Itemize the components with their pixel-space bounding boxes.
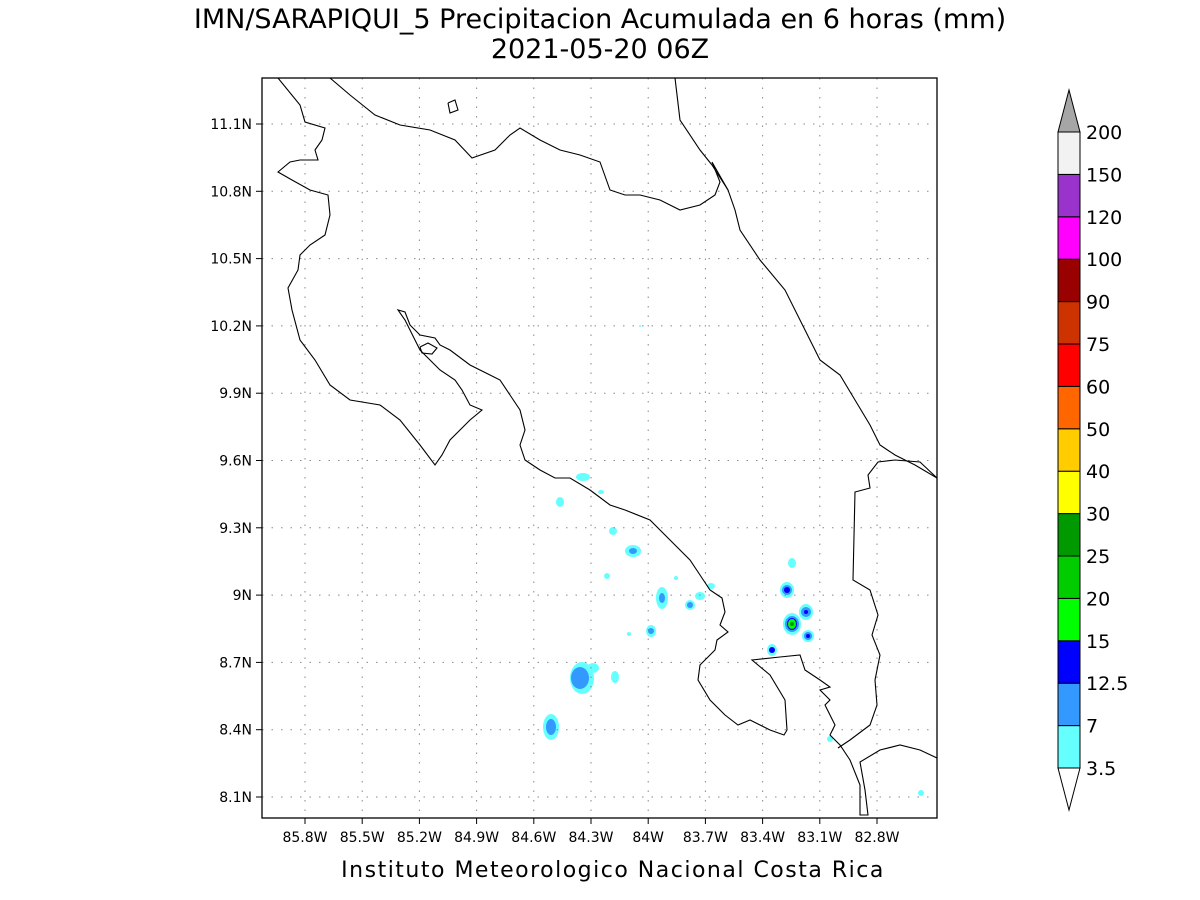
colorbar-label: 30 [1086, 504, 1110, 526]
precip-area [687, 602, 693, 608]
map-subtitle-date: 2021-05-20 06Z [491, 34, 709, 65]
precip-area [609, 527, 617, 535]
colorbar-label: 60 [1086, 376, 1110, 398]
x-tick-label: 84W [632, 830, 664, 846]
colorbar-legend: 3.5 7 12.5 15 20 25 30 40 50 60 75 90 100 120 150 200 [1057, 88, 1128, 812]
x-tick-label: 85.2W [397, 830, 442, 846]
y-tick-label: 10.5N [210, 252, 252, 268]
y-tick-label: 9.3N [219, 521, 252, 537]
precip-area [674, 576, 678, 580]
y-tick-label: 9.6N [219, 454, 252, 470]
colorbar-label: 90 [1086, 292, 1110, 314]
colorbar-swatch [1057, 173, 1081, 218]
colorbar-swatch [1057, 301, 1081, 345]
colorbar-label: 15 [1086, 631, 1110, 653]
y-tick-label: 9N [233, 588, 252, 604]
colorbar-swatch [1057, 131, 1081, 175]
precip-area [659, 593, 665, 603]
colorbar-label: 7 [1086, 716, 1098, 738]
precip-area [827, 736, 833, 742]
precip-area [576, 473, 590, 481]
coastline [277, 78, 937, 816]
x-tick-label: 85.5W [340, 830, 385, 846]
colorbar-label: 75 [1086, 334, 1110, 356]
precip-area [806, 634, 810, 638]
precip-area [918, 790, 924, 796]
precip-area [604, 573, 610, 579]
colorbar-label: 150 [1086, 164, 1122, 186]
x-tick-label: 84.9W [454, 830, 499, 846]
coastline [329, 78, 729, 211]
colorbar-label: 50 [1086, 419, 1110, 441]
colorbar-under-arrow [1057, 767, 1081, 812]
precip-area [790, 622, 794, 626]
precip-area [629, 548, 637, 554]
colorbar-swatch [1057, 513, 1081, 557]
map-frame [261, 77, 938, 819]
coastline [447, 99, 459, 114]
precip-area [788, 558, 796, 568]
x-tick-label: 84.3W [568, 830, 613, 846]
coastlines-borders [277, 78, 937, 816]
colorbar-label: 3.5 [1086, 758, 1116, 780]
colorbar-label: 120 [1086, 207, 1122, 229]
precip-area [784, 587, 790, 593]
precipitation-areas [543, 325, 924, 796]
y-tick-label: 8.4N [219, 723, 252, 739]
precip-area [695, 592, 705, 600]
colorbar-swatch [1057, 682, 1081, 727]
precip-area [804, 610, 808, 614]
precip-area [611, 671, 619, 683]
y-tick-label: 9.9N [219, 386, 252, 402]
y-tick-label: 10.2N [210, 319, 252, 335]
y-axis-ticks: 11.1N 10.8N 10.5N 10.2N 9.9N 9.6N 9.3N 9N 8.7N 8.… [210, 117, 262, 806]
colorbar-swatch [1057, 640, 1081, 684]
x-tick-label: 85.8W [282, 830, 327, 846]
coastline [837, 459, 937, 749]
precip-area [627, 632, 631, 636]
colorbar-swatch [1057, 597, 1081, 642]
colorbar-label: 40 [1086, 461, 1110, 483]
colorbar-swatch [1057, 470, 1081, 515]
colorbar-swatch [1057, 555, 1081, 599]
map-grid [262, 78, 937, 818]
x-axis-ticks: 85.8W 85.5W 85.2W 84.9W 84.6W 84.3W 84W 83.7W 83… [282, 818, 900, 846]
x-tick-label: 83.4W [740, 830, 785, 846]
y-tick-label: 10.8N [210, 184, 252, 200]
colorbar-label: 12.5 [1086, 673, 1128, 695]
colorbar-swatch [1057, 428, 1081, 472]
coastline [674, 78, 937, 479]
x-tick-label: 83.1W [797, 830, 842, 846]
colorbar-swatch [1057, 216, 1081, 260]
footer-credit: Instituto Meteorologico Nacional Costa R… [341, 858, 885, 883]
precip-area [546, 719, 556, 735]
y-tick-label: 8.1N [219, 790, 252, 806]
colorbar-label: 25 [1086, 546, 1110, 568]
x-tick-label: 83.7W [683, 830, 728, 846]
precip-area [556, 497, 564, 507]
colorbar-swatch [1057, 343, 1081, 387]
colorbar-label: 20 [1086, 588, 1110, 610]
colorbar-swatch [1057, 385, 1081, 430]
y-tick-label: 8.7N [219, 655, 252, 671]
colorbar-label: 100 [1086, 249, 1122, 271]
x-tick-label: 82.8W [854, 830, 899, 846]
coastline [419, 342, 438, 355]
map-title: IMN/SARAPIQUI_5 Precipitacion Acumulada … [194, 4, 1006, 35]
colorbar-swatch [1057, 725, 1081, 769]
precip-area [587, 663, 599, 673]
precip-area [598, 490, 604, 494]
precip-area [707, 583, 715, 589]
x-tick-label: 84.6W [511, 830, 556, 846]
y-tick-label: 11.1N [210, 117, 252, 133]
precip-area [571, 667, 589, 689]
colorbar-over-arrow [1057, 88, 1081, 133]
precip-area [769, 647, 775, 653]
colorbar-swatch [1057, 258, 1081, 303]
precip-area [648, 628, 654, 634]
colorbar-label: 200 [1086, 122, 1122, 144]
precip-area [639, 325, 641, 327]
